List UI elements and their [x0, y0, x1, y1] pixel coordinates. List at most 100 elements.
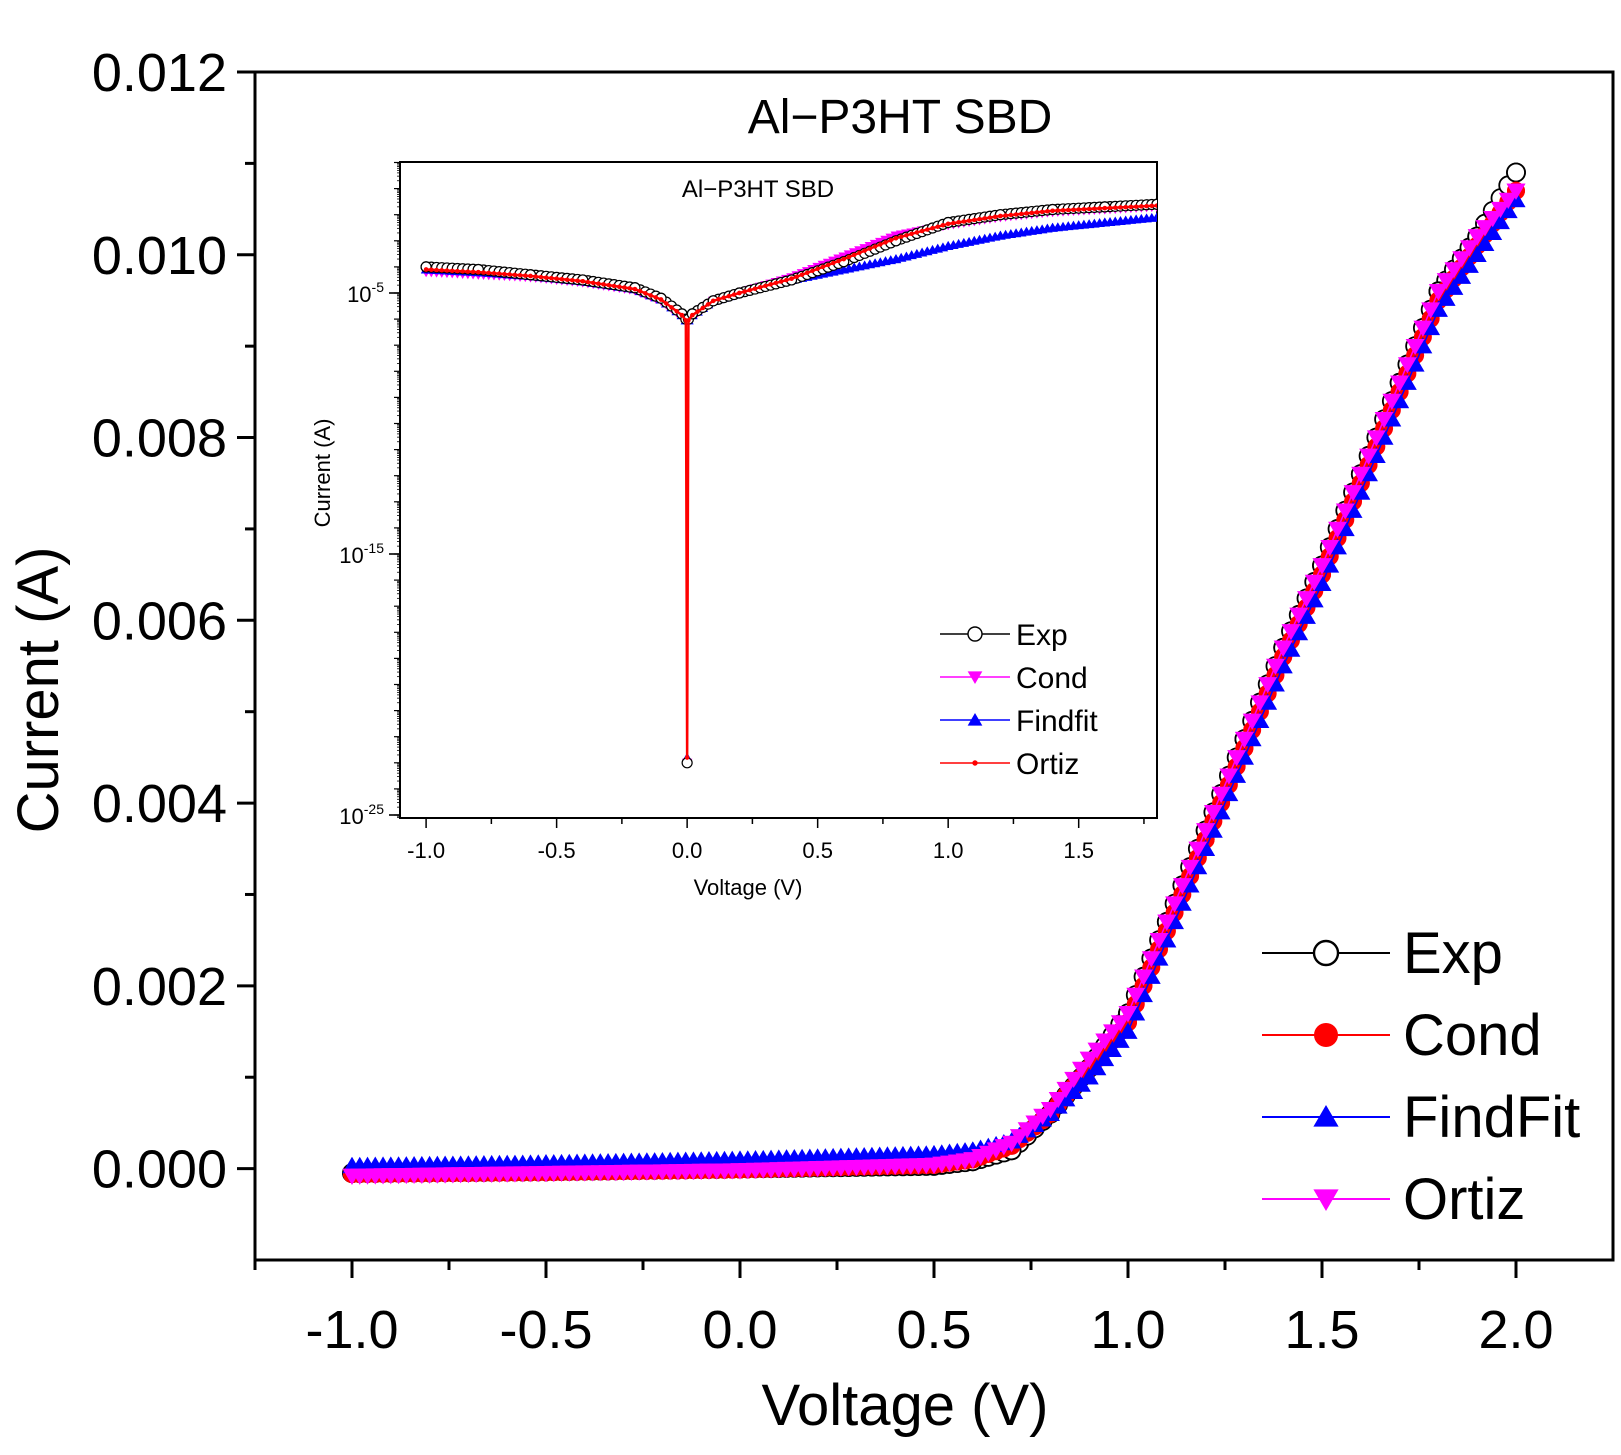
inset-point-ortiz	[1024, 211, 1029, 216]
main-data-point-ortiz	[1234, 731, 1254, 749]
inset-point-ortiz	[904, 233, 909, 238]
main-legend-label: FindFit	[1403, 1085, 1580, 1150]
inset-point-ortiz	[773, 280, 779, 286]
inset-data-point-ortiz	[686, 318, 691, 323]
main-data-point-ortiz	[1351, 466, 1371, 484]
main-point-ortiz	[1219, 768, 1239, 785]
main-point-ortiz	[1095, 1033, 1115, 1050]
inset-x-tick-label: -0.5	[538, 838, 576, 863]
inset-point-ortiz	[763, 283, 768, 289]
main-legend-marker	[1314, 1023, 1338, 1047]
inset-point-ortiz	[596, 281, 601, 286]
inset-y-axis-label: Current (A)	[310, 419, 335, 528]
main-point-ortiz	[1483, 211, 1503, 228]
main-chart: -1.0 -0.5 0.0 0.5 1.0 1.5 2.0 0.000 0.002 0.004 0.…	[6, 43, 1615, 1438]
main-y-tick-label: 0.002	[92, 957, 227, 1017]
main-point-ortiz	[1374, 412, 1394, 429]
inset-legend-marker	[967, 626, 983, 642]
inset-point-ortiz	[507, 272, 512, 277]
inset-point-ortiz	[1008, 212, 1014, 218]
inset-point-ortiz	[972, 217, 977, 223]
main-y-axis-label: Current (A)	[6, 547, 71, 834]
inset-point-ortiz	[966, 218, 972, 223]
main-data-point-ortiz	[1390, 375, 1410, 392]
inset-data-point-ortiz	[998, 213, 1003, 219]
inset-legend-marker	[967, 671, 983, 684]
inset-chart-title: Al−P3HT SBD	[682, 176, 834, 203]
inset-series-group	[420, 198, 1157, 769]
main-x-tick-label: 1.0	[1090, 1300, 1165, 1360]
inset-x-tick-label: 1.5	[1063, 838, 1094, 863]
inset-point-ortiz	[815, 266, 820, 272]
inset-point-ortiz	[909, 231, 914, 237]
main-data-point-ortiz	[1467, 229, 1487, 246]
main-point-findfit	[1087, 1059, 1107, 1076]
main-point-findfit	[1491, 212, 1510, 230]
inset-point-ortiz	[878, 242, 883, 247]
inset-x-axis-label: Voltage (V)	[694, 875, 803, 900]
main-point-findfit	[1289, 624, 1309, 641]
main-chart-title: Al−P3HT SBD	[748, 91, 1053, 144]
inset-point-ortiz	[1055, 208, 1061, 213]
inset-data-point-ortiz	[528, 273, 533, 279]
main-point-ortiz	[1475, 220, 1495, 237]
main-point-ortiz	[1211, 786, 1231, 803]
main-legend-marker	[1313, 1105, 1339, 1127]
inset-point-ortiz	[951, 220, 956, 226]
inset-point-ortiz	[1112, 205, 1118, 210]
inset-point-ortiz	[1003, 213, 1008, 218]
main-x-tick-label: -0.5	[499, 1300, 592, 1360]
main-point-ortiz	[1048, 1091, 1068, 1109]
inset-point-ortiz	[977, 216, 982, 222]
main-data-point-ortiz	[1002, 1135, 1022, 1153]
main-data-point-ortiz	[1506, 183, 1526, 200]
inset-data-point-ortiz	[841, 256, 847, 262]
main-point-ortiz	[1444, 262, 1464, 279]
inset-point-ortiz	[1019, 211, 1024, 217]
main-point-ortiz	[1436, 273, 1456, 290]
main-point-ortiz	[1335, 503, 1355, 520]
main-ticks: -1.0 -0.5 0.0 0.5 1.0 1.5 2.0 0.000 0.002 0.004 0.…	[92, 43, 1554, 1360]
main-data-point-ortiz	[1428, 284, 1448, 301]
inset-point-ortiz	[1081, 206, 1087, 212]
inset-point-ortiz	[627, 286, 632, 291]
inset-point-ortiz	[919, 228, 925, 234]
inset-point-ortiz	[460, 269, 465, 274]
inset-point-ortiz	[716, 297, 721, 302]
main-point-ortiz	[1359, 448, 1379, 465]
main-data-point-ortiz	[1040, 1102, 1060, 1119]
inset-point-ortiz	[496, 271, 502, 276]
inset-point-ortiz	[1139, 204, 1144, 209]
main-data-point-ortiz	[1157, 914, 1177, 931]
inset-point-ortiz	[1123, 204, 1128, 210]
main-legend: Exp Cond FindFit Ortiz	[1262, 921, 1580, 1232]
inset-point-ortiz	[1107, 205, 1113, 211]
inset-point-ortiz	[820, 264, 826, 270]
inset-data-point-findfit	[1047, 222, 1058, 232]
inset-point-ortiz	[810, 268, 815, 274]
inset-data-point-ortiz	[684, 755, 690, 760]
inset-point-ortiz	[1086, 206, 1092, 212]
main-point-ortiz	[1149, 932, 1169, 950]
inset-point-ortiz	[617, 284, 622, 289]
inset-point-ortiz	[664, 301, 669, 306]
inset-point-ortiz	[601, 282, 606, 287]
main-point-ortiz	[1056, 1081, 1076, 1099]
inset-point-ortiz	[538, 274, 544, 280]
inset-point-ortiz	[1076, 207, 1081, 212]
main-point-ortiz	[1281, 624, 1301, 641]
main-data-point-findfit	[1467, 245, 1487, 262]
inset-point-ortiz	[590, 280, 596, 286]
inset-y-tick-label: 10-5	[347, 279, 384, 307]
inset-point-ortiz	[862, 248, 867, 253]
main-y-tick-label: 0.012	[92, 43, 227, 103]
main-point-ortiz	[1203, 805, 1223, 822]
inset-point-ortiz	[653, 295, 659, 300]
main-x-tick-label: -1.0	[305, 1300, 398, 1360]
main-point-ortiz	[1110, 1015, 1130, 1032]
main-point-ortiz	[1297, 591, 1316, 608]
inset-point-ortiz	[549, 275, 554, 281]
main-point-findfit	[1110, 1031, 1130, 1048]
inset-point-ortiz	[486, 270, 492, 276]
